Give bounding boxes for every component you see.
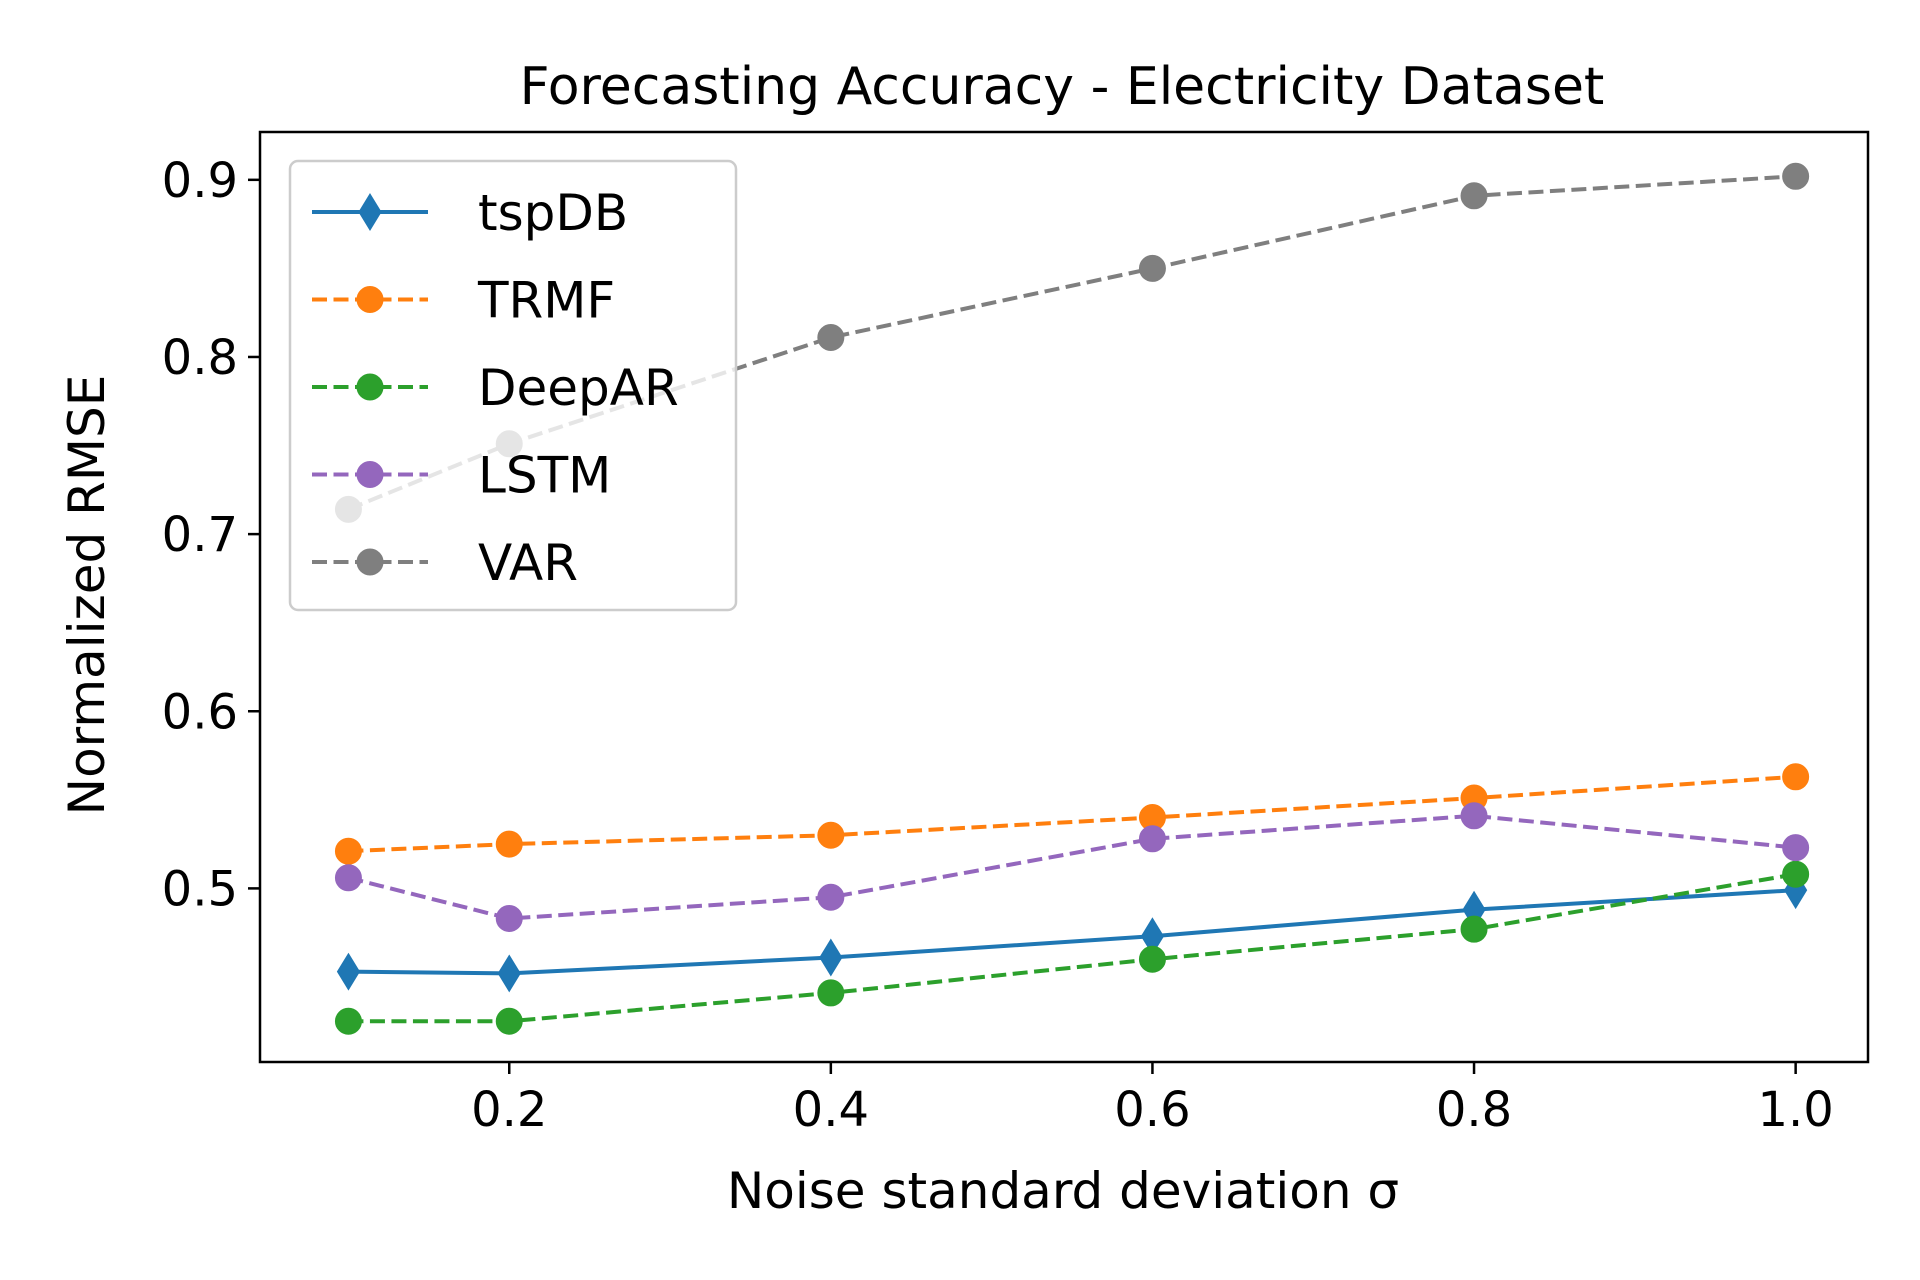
data-point-lstm [1138,825,1166,853]
legend-item-deepar: DeepAR [312,359,679,417]
legend-label-lstm: LSTM [478,447,611,505]
series-line-trmf [348,774,1796,854]
x-axis-label: Noise standard deviation σ [727,1162,1399,1220]
legend-marker-tspdb [358,193,382,231]
legend-item-lstm: LSTM [312,447,611,505]
legend: tspDB TRMF DeepAR LSTM VAR [288,159,738,612]
data-point-trmf [817,821,845,849]
legend-marker-var [356,548,384,576]
series-line-deepar [348,872,1796,1024]
series-line-var [347,174,1796,512]
data-point-tspdb [497,954,521,993]
series-line-tspdb [348,888,1796,976]
y-axis-label: Normalized RMSE [58,375,116,816]
chart-title: Forecasting Accuracy - Electricity Datas… [520,57,1605,117]
legend-label-deepar: DeepAR [478,359,679,417]
y-tick-label: 0.8 [162,330,238,386]
data-point-trmf [1782,763,1810,791]
legend-item-var: VAR [312,534,578,592]
data-point-lstm [334,864,362,892]
data-point-deepar [1460,915,1488,943]
series-trmf [334,763,1810,865]
legend-item-tspdb: tspDB [312,184,628,242]
data-point-var [817,323,845,351]
legend-marker-trmf [356,286,384,313]
legend-box [288,159,738,612]
data-point-deepar [334,1007,362,1035]
series-lstm [334,802,1810,933]
data-point-var [1782,162,1810,190]
legend-label-tspdb: tspDB [478,184,628,242]
legend-marker-deepar [356,373,384,401]
data-point-var [1138,254,1166,282]
data-point-tspdb [336,952,361,991]
data-point-deepar [817,979,845,1007]
y-tick-label: 0.9 [162,153,238,209]
x-axis: 0.2 0.4 0.6 0.8 1.0 [471,1062,1834,1138]
series-line-lstm [347,813,1796,921]
x-tick-label: 0.2 [471,1082,547,1138]
data-point-trmf [334,837,362,865]
data-point-lstm [1782,834,1810,862]
y-axis: 0.5 0.6 0.7 0.8 0.9 [162,153,260,917]
plot-area [334,162,1810,1035]
legend-marker-lstm [356,461,384,488]
plot-frame [258,130,1870,1064]
data-point-lstm [817,883,845,911]
data-point-lstm [1460,802,1488,830]
series-deepar [334,860,1810,1035]
data-point-tspdb [819,938,843,977]
legend-label-trmf: TRMF [477,272,615,330]
y-tick-label: 0.5 [162,861,238,917]
data-point-trmf [495,830,523,858]
x-tick-label: 0.4 [793,1082,869,1138]
data-point-deepar [1782,860,1810,888]
data-point-var [1460,182,1488,210]
y-tick-label: 0.7 [162,507,238,563]
y-tick-label: 0.6 [162,684,238,740]
data-point-lstm [495,905,523,933]
x-tick-label: 0.6 [1114,1082,1190,1138]
x-tick-label: 0.8 [1436,1082,1512,1138]
legend-item-trmf: TRMF [312,272,615,330]
data-point-deepar [1138,945,1166,973]
legend-label-var: VAR [478,534,578,592]
x-tick-label: 1.0 [1757,1082,1833,1138]
data-point-deepar [495,1007,523,1035]
